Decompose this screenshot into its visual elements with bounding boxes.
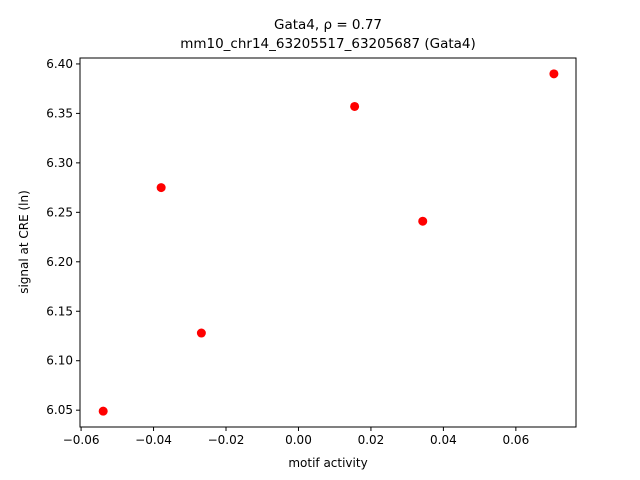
point bbox=[98, 406, 108, 416]
point bbox=[350, 101, 360, 111]
x-tick-label: 0.02 bbox=[358, 433, 385, 447]
x-tick-label: 0.00 bbox=[285, 433, 312, 447]
y-tick-label: 6.35 bbox=[46, 106, 73, 120]
point bbox=[196, 328, 206, 338]
chart-subtitle: mm10_chr14_63205517_63205687 (Gata4) bbox=[180, 36, 476, 52]
x-tick-label: −0.06 bbox=[63, 433, 100, 447]
y-tick-label: 6.40 bbox=[46, 57, 73, 71]
y-tick-label: 6.05 bbox=[46, 403, 73, 417]
x-tick-label: −0.04 bbox=[135, 433, 172, 447]
x-tick-label: 0.04 bbox=[430, 433, 457, 447]
y-tick-label: 6.15 bbox=[46, 304, 73, 318]
y-tick-label: 6.20 bbox=[46, 255, 73, 269]
x-tick-label: −0.02 bbox=[208, 433, 245, 447]
y-axis-label: signal at CRE (ln) bbox=[17, 190, 31, 294]
point bbox=[156, 183, 166, 193]
chart-title: Gata4, ρ = 0.77 bbox=[274, 17, 382, 33]
y-tick-label: 6.25 bbox=[46, 205, 73, 219]
x-axis-label: motif activity bbox=[288, 456, 367, 470]
y-tick-label: 6.10 bbox=[46, 354, 73, 368]
point bbox=[549, 69, 559, 79]
point bbox=[418, 216, 428, 226]
y-tick-label: 6.30 bbox=[46, 156, 73, 170]
x-tick-label: 0.06 bbox=[502, 433, 529, 447]
plot-frame bbox=[79, 57, 577, 428]
